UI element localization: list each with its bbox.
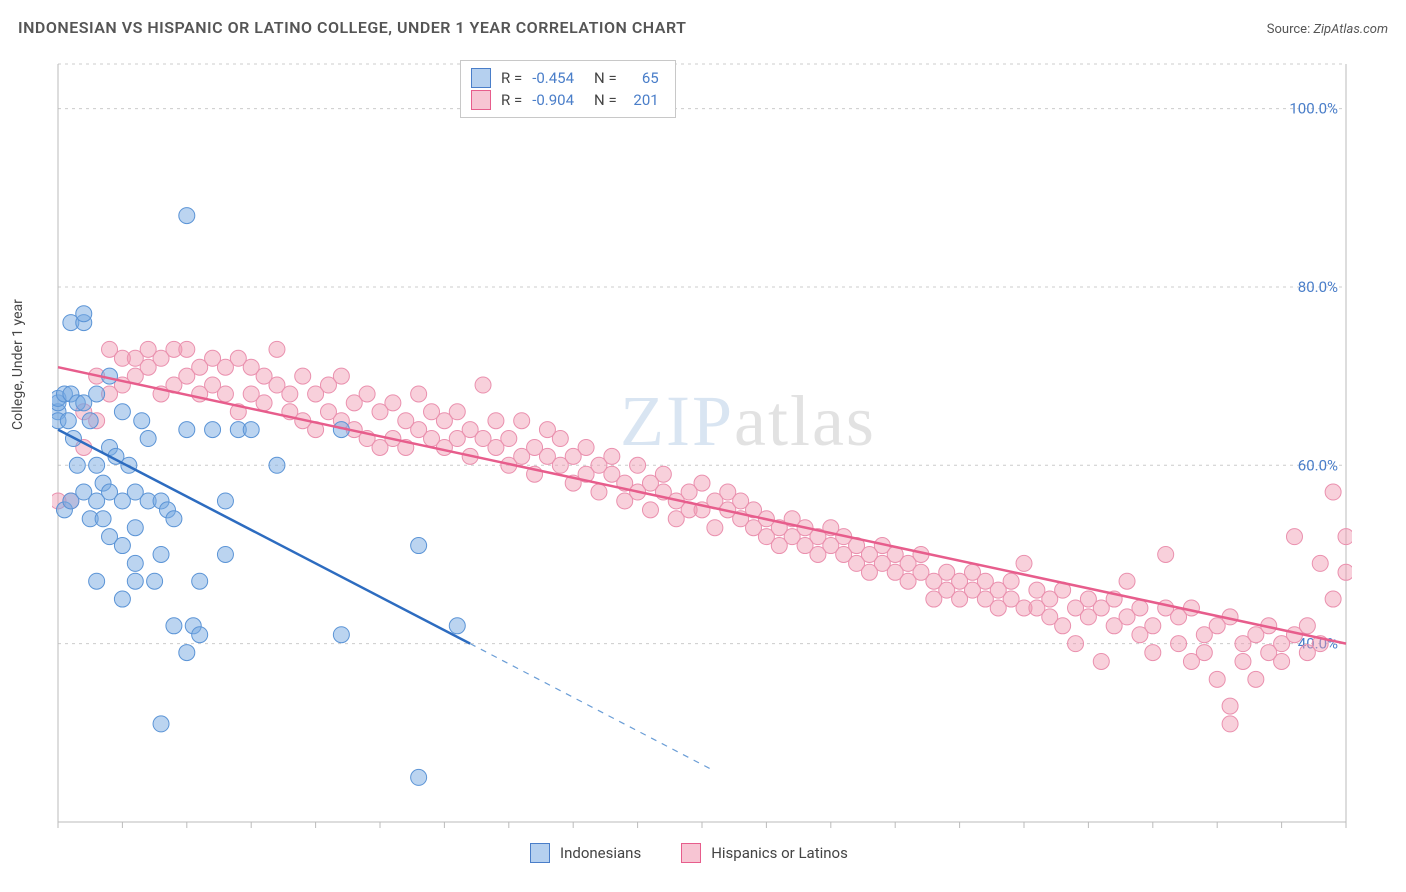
stat-label-r: R = xyxy=(501,89,522,111)
header: INDONESIAN VS HISPANIC OR LATINO COLLEGE… xyxy=(18,18,1388,37)
source-name: ZipAtlas.com xyxy=(1313,22,1388,37)
stat-blue-r: -0.454 xyxy=(532,67,574,89)
stat-label-n: N = xyxy=(594,89,617,111)
chart-title: INDONESIAN VS HISPANIC OR LATINO COLLEGE… xyxy=(18,18,686,37)
stats-row-pink: R = -0.904 N = 201 xyxy=(471,89,659,111)
swatch-pink-icon xyxy=(471,90,491,110)
source-prefix: Source: xyxy=(1267,22,1314,37)
legend-blue-label: Indonesians xyxy=(560,844,641,862)
y-axis-label: College, Under 1 year xyxy=(10,299,26,430)
legend-item-blue: Indonesians xyxy=(530,843,641,863)
stat-pink-r: -0.904 xyxy=(532,89,574,111)
swatch-blue-icon xyxy=(471,68,491,88)
legend-pink-label: Hispanics or Latinos xyxy=(711,844,848,862)
stat-label-n: N = xyxy=(594,67,617,89)
source-attribution: Source: ZipAtlas.com xyxy=(1267,22,1388,37)
bottom-legend: Indonesians Hispanics or Latinos xyxy=(530,843,848,863)
stats-legend-box: R = -0.454 N = 65 R = -0.904 N = 201 xyxy=(460,60,676,118)
stat-blue-n: 65 xyxy=(627,67,659,89)
svg-text:80.0%: 80.0% xyxy=(1298,278,1338,296)
stat-pink-n: 201 xyxy=(627,89,659,111)
svg-text:100.0%: 100.0% xyxy=(1289,100,1338,118)
swatch-pink-icon xyxy=(681,843,701,863)
scatter-chart: 40.0%60.0%80.0%100.0%0.0%100.0% xyxy=(52,58,1352,828)
stat-label-r: R = xyxy=(501,67,522,89)
plot-area: 40.0%60.0%80.0%100.0%0.0%100.0% xyxy=(52,58,1352,828)
svg-text:60.0%: 60.0% xyxy=(1298,456,1338,474)
legend-item-pink: Hispanics or Latinos xyxy=(681,843,848,863)
swatch-blue-icon xyxy=(530,843,550,863)
stats-row-blue: R = -0.454 N = 65 xyxy=(471,67,659,89)
